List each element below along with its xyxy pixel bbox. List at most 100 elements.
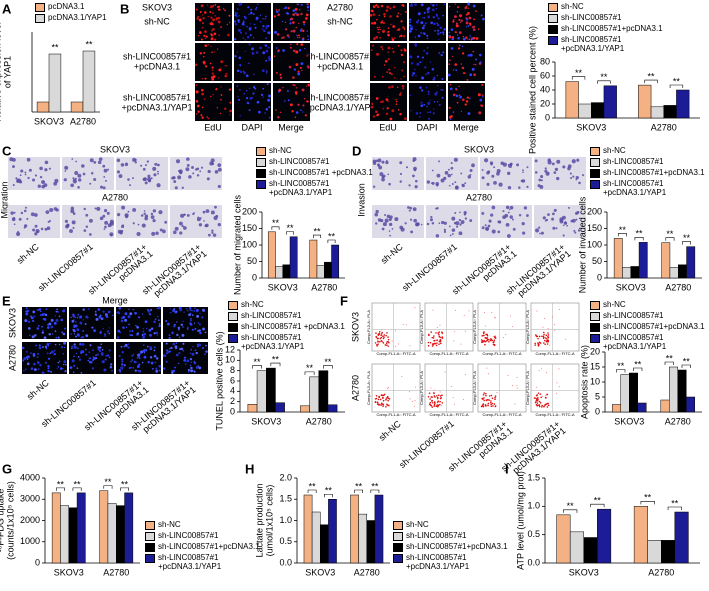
legend-entry: pcDNA3.1 — [35, 2, 153, 12]
bar — [60, 505, 69, 564]
cell-dot — [197, 321, 200, 324]
cell-dot — [444, 170, 449, 175]
significance: ** — [287, 223, 295, 233]
cell-dot — [554, 167, 559, 172]
significance: ** — [673, 76, 681, 86]
event-dot — [441, 394, 443, 397]
event-dot — [493, 341, 495, 343]
cell-dot — [522, 171, 524, 174]
fluorescence-image — [409, 43, 446, 81]
cell-dot — [220, 98, 222, 101]
cell-dot — [25, 307, 28, 310]
cell-dot — [94, 313, 97, 316]
cell-dot — [456, 24, 458, 27]
cell-dot — [37, 325, 40, 327]
cell-dot — [206, 177, 210, 181]
cell-dot — [186, 359, 190, 363]
event-dot — [432, 344, 434, 347]
event-dot — [433, 335, 435, 337]
significance: ** — [272, 218, 280, 228]
cell-dot — [383, 15, 386, 18]
cell-dot — [73, 333, 76, 335]
flow-plot — [477, 302, 527, 352]
cell-dot — [431, 222, 435, 225]
cell-dot — [388, 217, 392, 222]
cell-dot — [25, 312, 29, 316]
y-tick-label: 15 — [590, 361, 600, 371]
cell-dot — [202, 347, 204, 349]
cell-dot — [140, 164, 143, 167]
significance-bracket — [590, 503, 605, 508]
event-dot — [377, 341, 379, 343]
bar — [622, 267, 631, 279]
cell-dot — [241, 23, 245, 26]
cell-dot — [132, 157, 137, 162]
cell-dot — [296, 3, 299, 5]
cell-dot — [395, 103, 398, 106]
cell-dot — [32, 319, 35, 322]
cell-dot — [392, 25, 396, 28]
cell-dot — [433, 108, 435, 110]
cell-dot — [296, 43, 299, 46]
cell-dot — [410, 62, 414, 65]
cell-dot — [45, 361, 47, 364]
cell-dot — [186, 157, 190, 161]
fluorescence-image — [409, 83, 446, 121]
legend-label: sh-LINC00857#1 +pcDNA3.1 — [269, 168, 373, 177]
event-dot — [488, 340, 490, 343]
cell-dot — [154, 361, 157, 364]
cell-dot — [38, 346, 42, 350]
cell-dot — [36, 327, 40, 330]
event-dot — [398, 343, 400, 345]
cell-dot — [25, 368, 27, 370]
cell-dot — [380, 219, 384, 223]
cell-dot — [372, 37, 376, 41]
cell-dot — [389, 7, 392, 10]
cell-dot — [199, 331, 202, 335]
row-label: SKOV3 — [7, 308, 17, 338]
cell-dot — [516, 163, 520, 167]
cell-dot — [187, 368, 191, 372]
cell-dot — [196, 345, 200, 348]
event-dot — [376, 401, 379, 404]
legend: pcDNA3.1 pcDNA3.1/YAP1 — [35, 2, 153, 23]
cell-dot — [420, 21, 424, 25]
cell-dot — [46, 343, 50, 346]
cell-dot — [387, 100, 389, 103]
cell-dot — [377, 158, 382, 163]
legend-entry: sh-NC — [256, 146, 374, 156]
cell-dot — [34, 224, 38, 228]
cell-dot — [561, 215, 566, 220]
cell-dot — [204, 30, 207, 33]
cell-dot — [292, 29, 296, 33]
cell-dot — [203, 55, 205, 58]
y-tick-label: 200 — [242, 206, 257, 216]
cell-dot — [239, 64, 242, 67]
cell-dot — [259, 20, 262, 23]
cell-dot — [473, 18, 476, 21]
cell-dot — [423, 11, 426, 14]
event-dot — [544, 403, 547, 406]
cell-dot — [194, 307, 196, 310]
cell-dot — [111, 369, 113, 372]
cell-dot — [301, 69, 303, 72]
cell-dot — [433, 16, 435, 19]
cell-dot — [372, 185, 376, 188]
y-axis-label: of YAP1 — [2, 56, 12, 88]
cell-dot — [466, 78, 469, 81]
x-tick-label: SKOV3 — [251, 416, 281, 426]
cell-dot — [438, 160, 441, 163]
cell-dot — [256, 6, 258, 9]
bar — [630, 266, 640, 279]
cell-dot — [431, 8, 435, 12]
significance: ** — [634, 359, 642, 369]
legend-label: sh-LINC00857#1 +pcDNA3.1/YAP1 — [561, 35, 625, 53]
event-dot — [429, 341, 432, 344]
cell-dot — [497, 220, 500, 223]
cell-dot — [377, 28, 380, 31]
event-dot — [490, 400, 492, 402]
cell-dot — [475, 58, 477, 61]
cell-dot — [20, 169, 24, 173]
bar — [583, 537, 598, 564]
event-dot — [544, 339, 546, 342]
